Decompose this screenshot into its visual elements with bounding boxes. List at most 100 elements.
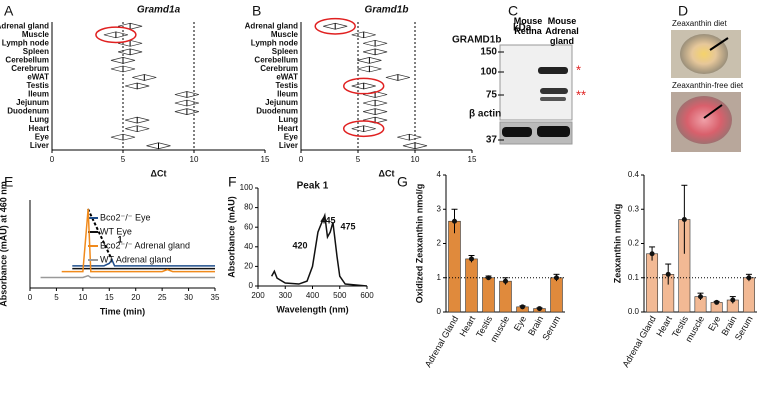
y-tick-label: 2 — [437, 239, 442, 248]
caption: Zeaxanthin diet — [672, 19, 727, 28]
violin — [402, 142, 428, 150]
panel-label: F — [228, 174, 237, 190]
violin — [174, 91, 199, 98]
x-tick-label: 15 — [105, 293, 114, 302]
x-tick-label: 0 — [50, 155, 55, 164]
category-label: Cerebrum — [260, 64, 298, 73]
bar — [482, 277, 495, 313]
x-tick-label: Adrenal Gland — [423, 314, 460, 369]
violin — [363, 48, 388, 56]
x-tick-label: 15 — [468, 155, 477, 164]
category-label: Jejunum — [265, 98, 298, 107]
violin — [357, 57, 382, 64]
category-label: Jejunum — [16, 98, 49, 107]
y-tick-label: 0.0 — [628, 307, 640, 316]
annotation: 475 — [340, 221, 355, 231]
violin — [397, 133, 422, 141]
violin — [110, 57, 136, 64]
category-label: Cerebellum — [254, 56, 298, 65]
category-label: Lung — [278, 115, 298, 124]
y-tick-label: 40 — [244, 242, 253, 251]
violin — [174, 99, 199, 107]
legend-label: WT Eye — [100, 226, 132, 236]
violin — [323, 22, 348, 30]
x-tick-label: 0 — [28, 293, 33, 302]
panel-label: D — [678, 3, 688, 19]
y-tick-label: 3 — [437, 204, 442, 213]
chart-title: Gramd1b — [365, 5, 409, 16]
chart-title: Peak 1 — [297, 181, 329, 192]
annotation: 445 — [320, 215, 335, 225]
point — [681, 217, 687, 223]
violin — [125, 116, 150, 124]
category-label: Muscle — [271, 30, 299, 39]
y-tick-label: 80 — [244, 203, 253, 212]
category-label: Eye — [35, 132, 50, 141]
series-line — [61, 208, 215, 273]
x-axis-label: ΔCt — [379, 168, 395, 178]
violin — [363, 99, 388, 107]
x-tick-label: 5 — [356, 155, 361, 164]
category-label: Heart — [29, 124, 50, 133]
unit: kDa — [513, 23, 532, 34]
caption: Zeaxanthin-free diet — [672, 81, 744, 90]
point — [452, 218, 457, 224]
x-axis-label: Time (min) — [100, 306, 145, 316]
protein: GRAMD1b — [452, 35, 501, 46]
violin — [110, 65, 136, 73]
x-tick-label: 15 — [261, 155, 270, 164]
arrow — [703, 104, 723, 119]
category-label: Eye — [284, 132, 299, 141]
connector — [87, 208, 113, 261]
x-tick-label: 35 — [211, 293, 220, 302]
category-label: Testis — [275, 81, 298, 90]
category-label: Liver — [30, 141, 49, 150]
point — [665, 271, 671, 277]
x-tick-label: 5 — [54, 293, 59, 302]
point — [746, 275, 752, 281]
category-label: Testis — [26, 81, 49, 90]
highlight — [95, 26, 137, 44]
x-tick-label: 20 — [131, 293, 140, 302]
y-tick-label: 0 — [249, 281, 254, 290]
x-tick-label: 0 — [299, 155, 304, 164]
category-label: Lymph node — [2, 38, 50, 47]
bar — [550, 277, 563, 313]
violin — [146, 142, 171, 150]
series-line — [72, 258, 215, 267]
highlight — [314, 17, 356, 35]
category-label: Lymph node — [251, 38, 299, 47]
bar — [465, 258, 478, 313]
x-tick-label: 10 — [411, 155, 420, 164]
y-tick-label: 100 — [240, 183, 254, 192]
bar — [742, 277, 755, 313]
y-tick-label: 20 — [244, 262, 253, 271]
category-label: Spleen — [272, 47, 298, 56]
violin — [385, 74, 410, 81]
lane-label: Mouse Adrenal gland — [545, 16, 579, 46]
y-axis-label: Absorbance (mAU) at 460 nm — [0, 181, 8, 307]
y-tick-label: 0.1 — [628, 273, 640, 282]
category-label: Heart — [278, 124, 299, 133]
category-label: Cerebrum — [11, 64, 49, 73]
annotation: 1 — [117, 234, 122, 244]
marker-label: 100 — [480, 67, 497, 78]
legend-label: WT Adrenal gland — [100, 254, 171, 264]
y-axis-label: Oxidized Zeaxanthin nmol/g — [414, 184, 424, 304]
chart-title: Gramd1a — [137, 5, 181, 16]
violin — [110, 133, 136, 141]
tissue — [680, 34, 728, 74]
panel-label: E — [4, 174, 13, 190]
category-label: Duodenum — [7, 107, 49, 116]
point — [730, 297, 736, 303]
y-tick-label: 4 — [437, 170, 442, 179]
highlight — [342, 120, 385, 138]
x-axis-label: ΔCt — [151, 168, 167, 178]
marker-label: 37 — [486, 135, 498, 146]
y-tick-label: 0 — [437, 307, 442, 316]
x-tick-label: 10 — [78, 293, 87, 302]
band — [502, 127, 532, 137]
violin — [132, 74, 157, 81]
legend-label: Bco2⁻/⁻ Eye — [100, 212, 151, 222]
point — [520, 304, 525, 310]
